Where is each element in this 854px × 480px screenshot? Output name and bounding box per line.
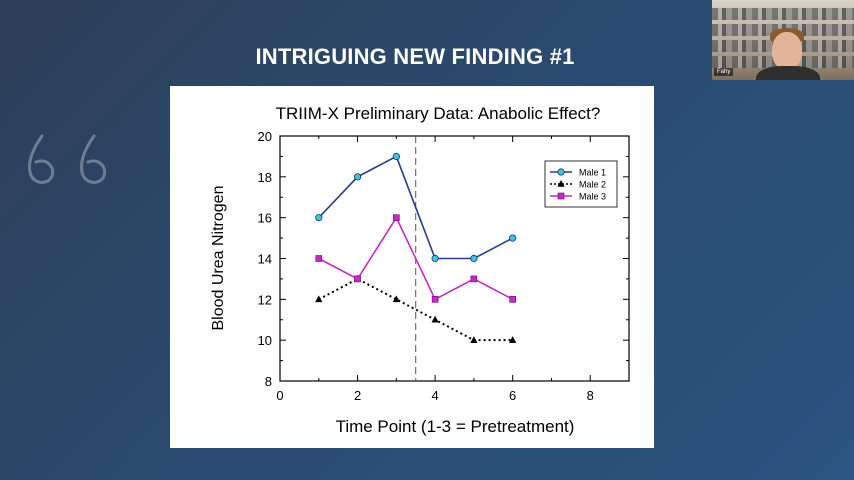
data-point-male-1	[509, 234, 517, 242]
data-point-male-3	[509, 296, 516, 303]
data-point-male-3	[393, 214, 400, 221]
y-axis-label: Blood Urea Nitrogen	[210, 186, 227, 331]
data-point-male-2	[431, 315, 439, 323]
series-line-male-2	[318, 277, 513, 342]
y-tick-label: 16	[258, 211, 272, 226]
data-point-male-1	[315, 214, 323, 222]
data-point-male-1	[353, 173, 362, 181]
x-tick-label: 2	[354, 388, 361, 403]
y-tick-label: 12	[258, 292, 272, 307]
participant-body	[756, 66, 820, 80]
participant-name-tag: Fahy	[714, 68, 734, 76]
chart: TRIIM-X Preliminary Data: Anabolic Effec…	[210, 104, 630, 436]
participant-face	[772, 32, 802, 70]
data-point-male-3	[431, 296, 439, 303]
legend-marker-male-2	[557, 180, 565, 187]
data-point-male-2	[392, 295, 400, 303]
y-tick-label: 10	[258, 333, 272, 348]
data-point-male-3	[354, 275, 361, 283]
data-point-male-1	[470, 254, 478, 263]
legend-box	[544, 160, 618, 208]
legend-marker-male-3	[557, 192, 565, 200]
x-tick-label: 4	[431, 388, 438, 403]
y-tick-label: 8	[265, 374, 272, 389]
chart-card: TRIIM-X Preliminary Data: Anabolic Effec…	[170, 86, 654, 448]
webcam-video[interactable]: Fahy	[712, 0, 854, 80]
legend-marker-male-1	[557, 168, 565, 176]
y-tick-label: 20	[258, 129, 272, 144]
quote-icon	[28, 134, 107, 184]
data-point-male-2	[470, 336, 478, 343]
data-point-male-2	[315, 295, 323, 303]
x-tick-label: 6	[509, 388, 516, 403]
legend-label-male-2: Male 2	[579, 180, 606, 190]
data-point-male-3	[470, 275, 478, 283]
legend-label-male-1: Male 1	[579, 168, 606, 178]
series-line-male-1	[318, 155, 514, 260]
y-tick-label: 18	[258, 170, 272, 185]
legend-label-male-3: Male 3	[579, 192, 606, 202]
data-point-male-3	[315, 255, 323, 262]
slide-title: INTRIGUING NEW FINDING #1	[255, 44, 575, 69]
x-tick-label: 8	[587, 388, 594, 403]
x-axis-label: Time Point (1-3 = Pretreatment)	[336, 417, 575, 436]
chart-title: TRIIM-X Preliminary Data: Anabolic Effec…	[276, 104, 601, 123]
data-point-male-1	[392, 152, 400, 161]
y-tick-label: 14	[258, 252, 272, 267]
data-point-male-1	[431, 254, 439, 263]
data-point-male-2	[509, 336, 517, 343]
series-line-male-3	[318, 216, 514, 301]
x-tick-label: 0	[276, 388, 283, 403]
